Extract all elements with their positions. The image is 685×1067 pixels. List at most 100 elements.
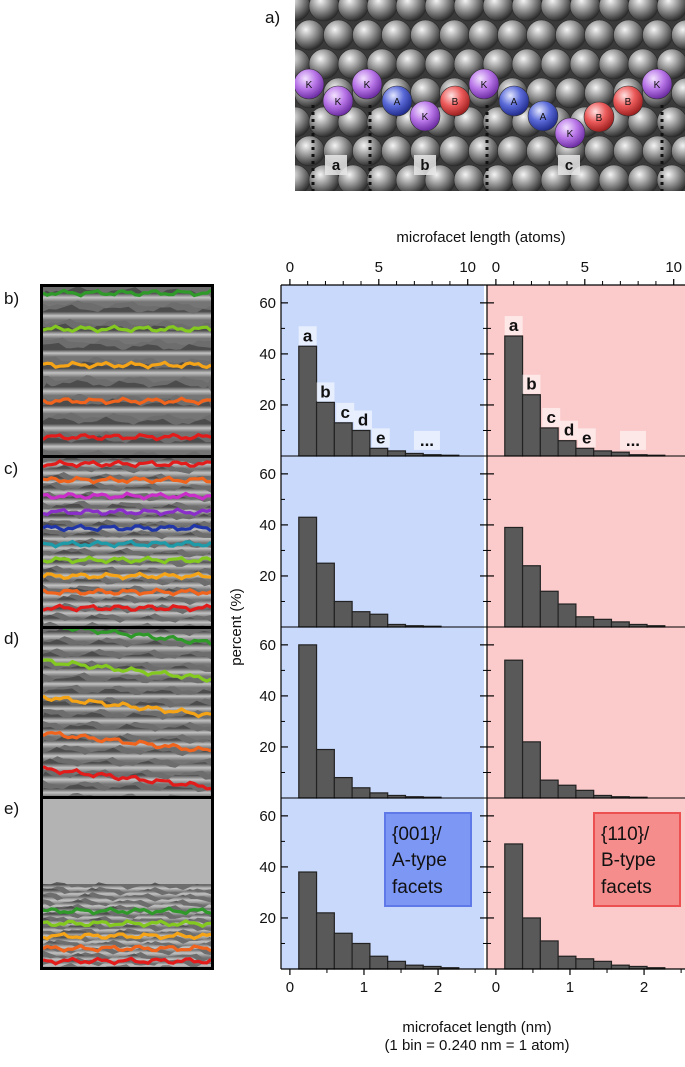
step-atom-sphere xyxy=(468,68,500,100)
substrate-atom xyxy=(627,164,659,191)
step-atom-label: K xyxy=(654,80,661,91)
stm-terrace xyxy=(43,464,211,481)
step-edge-trace xyxy=(43,396,211,406)
substrate-atom xyxy=(569,48,601,80)
substrate-atom xyxy=(439,135,470,167)
histogram-bar xyxy=(557,440,577,457)
step-atom: K xyxy=(351,68,383,100)
step-edge-trace xyxy=(43,288,211,298)
step-edge-trace xyxy=(43,603,211,613)
step-edge-trace xyxy=(43,475,211,485)
step-atom-sphere xyxy=(612,85,644,117)
step-edge-trace xyxy=(43,956,211,966)
histogram-bar xyxy=(315,401,335,457)
histogram-bar xyxy=(369,955,389,970)
microfacet-label-bg xyxy=(558,155,580,175)
bar-letter-bg xyxy=(413,430,440,450)
facet-box-left-bg xyxy=(384,812,472,907)
y-axis-title: percent (%) xyxy=(228,588,245,666)
histogram-bar xyxy=(298,516,318,628)
step-atom-label: K xyxy=(364,80,371,91)
step-atom-label: A xyxy=(394,97,401,108)
stm-terrace xyxy=(43,380,211,403)
substrate-atom xyxy=(251,165,281,195)
stm-image-e xyxy=(43,799,211,967)
bar-letter-bg xyxy=(371,428,390,448)
y-tick-label: 20 xyxy=(259,739,276,756)
bar-letter: d xyxy=(358,410,368,429)
substrate-atom xyxy=(613,19,644,51)
histogram-bar xyxy=(315,562,335,628)
step-edge-trace xyxy=(43,587,211,597)
microfacet-label-bg xyxy=(325,155,347,175)
stm-terrace xyxy=(43,899,211,913)
histogram-bar xyxy=(521,394,541,457)
step-edge-trace xyxy=(43,694,211,719)
x-tick-label-top: 0 xyxy=(286,259,294,276)
stm-blank-region xyxy=(43,799,211,884)
panel-letter-c: c) xyxy=(4,459,18,478)
stm-terrace xyxy=(43,675,211,692)
substrate-atom xyxy=(468,135,499,167)
step-edge-trace xyxy=(43,523,211,533)
substrate-atom xyxy=(540,48,572,80)
microfacet-label-bg xyxy=(414,155,436,175)
step-edge-trace xyxy=(43,765,211,791)
substrate-atom xyxy=(295,164,311,191)
histogram-bar xyxy=(539,940,559,970)
step-edge-trace xyxy=(43,491,211,501)
histogram-bar xyxy=(387,450,407,457)
step-edge-trace xyxy=(43,555,211,565)
stm-terrace xyxy=(43,323,211,346)
substrate-atom xyxy=(352,135,383,167)
substrate-atom xyxy=(584,135,615,167)
histogram-bar xyxy=(315,748,335,799)
stm-images xyxy=(40,284,214,970)
substrate-atom xyxy=(295,146,296,156)
step-edge-atoms: K K K A K B K A A K B B K xyxy=(295,68,673,149)
microfacet-label: b xyxy=(420,157,429,174)
y-tick-label: 20 xyxy=(259,910,276,927)
bar-letter: e xyxy=(376,428,385,447)
substrate-atom xyxy=(555,19,586,51)
substrate-atom xyxy=(656,0,685,22)
panel-letter-d: d) xyxy=(4,629,19,648)
histogram-bar xyxy=(521,565,541,628)
histogram-bar xyxy=(593,450,613,457)
bar-letter-bg xyxy=(619,430,646,450)
y-tick-label: 20 xyxy=(259,568,276,585)
row-guides xyxy=(311,105,664,191)
x-tick-label-bottom: 2 xyxy=(434,979,442,996)
stm-terrace xyxy=(43,924,211,936)
stm-terrace xyxy=(43,893,211,907)
substrate-atom xyxy=(295,135,325,167)
x-tick-label-bottom: 2 xyxy=(640,979,648,996)
step-edge-trace xyxy=(43,931,211,941)
y-tick-label: 60 xyxy=(259,295,276,312)
facet-box-right-line1: {110}/ xyxy=(601,824,650,845)
substrate-atom xyxy=(295,106,311,138)
substrate-atom xyxy=(511,164,543,191)
substrate-atom xyxy=(251,49,281,79)
facet-box-left: {001}/ A-type facets xyxy=(384,812,472,907)
histogram-bar xyxy=(575,616,595,628)
x-tick-label-bottom: 1 xyxy=(566,979,574,996)
stm-terrace xyxy=(43,558,211,574)
histogram-bar xyxy=(369,792,389,799)
histogram-bar xyxy=(333,932,353,970)
substrate-atom xyxy=(352,19,383,51)
histogram-bar xyxy=(557,603,577,628)
microfacet-labels: a b c xyxy=(325,155,580,175)
step-atom-sphere xyxy=(583,101,615,133)
x-tick-label-bottom: 1 xyxy=(360,979,368,996)
stm-image-c xyxy=(43,458,211,626)
stm-terrace xyxy=(43,474,211,490)
panel-letter-a: a) xyxy=(265,8,280,27)
x-tick-label-top: 10 xyxy=(665,259,682,276)
step-atom-label: K xyxy=(422,112,429,123)
stm-image-d xyxy=(43,629,211,797)
histogram-bar xyxy=(521,917,541,970)
stm-terrace xyxy=(43,304,211,327)
facet-box-left-line1: {001}/ xyxy=(392,824,442,845)
substrate-atom xyxy=(251,107,281,137)
